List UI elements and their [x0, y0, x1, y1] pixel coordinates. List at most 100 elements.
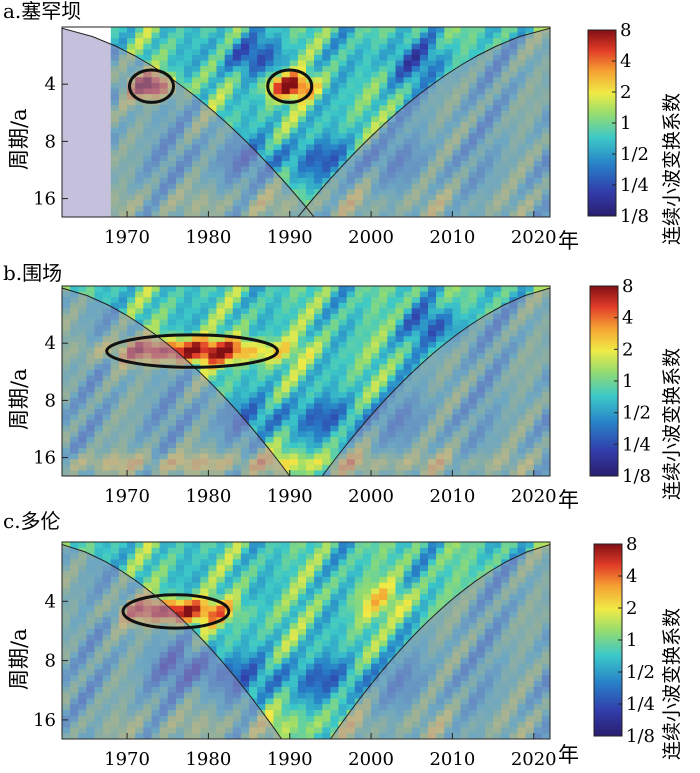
power-cell — [192, 38, 201, 44]
power-cell — [298, 675, 307, 681]
power-cell — [111, 548, 120, 554]
power-cell — [452, 297, 461, 303]
colorbar-tick-label: 1/2 — [622, 403, 651, 424]
power-cell — [127, 292, 136, 298]
power-cell — [241, 66, 250, 72]
power-cell — [282, 55, 291, 61]
power-cell — [330, 33, 339, 39]
power-cell — [461, 308, 470, 314]
power-cell — [143, 308, 152, 314]
power-cell — [404, 27, 413, 33]
power-cell — [371, 77, 380, 83]
power-cell — [290, 144, 299, 150]
power-cell — [363, 320, 372, 326]
power-cell — [184, 612, 193, 618]
power-cell — [241, 646, 250, 652]
power-cell — [225, 392, 234, 398]
power-cell — [322, 342, 331, 348]
power-cell — [371, 105, 380, 111]
power-cell — [225, 27, 234, 33]
power-cell — [168, 303, 177, 309]
power-cell — [274, 409, 283, 415]
power-cell — [249, 559, 258, 565]
power-cell — [306, 139, 315, 145]
power-cell — [127, 559, 136, 565]
power-cell — [274, 571, 283, 577]
power-cell — [379, 359, 388, 365]
power-cell — [274, 44, 283, 50]
power-cell — [217, 641, 226, 647]
power-cell — [363, 398, 372, 404]
power-cell — [249, 646, 258, 652]
power-cell — [119, 292, 128, 298]
power-cell — [143, 565, 152, 571]
power-cell — [298, 617, 307, 623]
power-cell — [217, 100, 226, 106]
power-cell — [168, 61, 177, 67]
power-cell — [135, 292, 144, 298]
power-cell — [298, 646, 307, 652]
power-cell — [298, 336, 307, 342]
power-cell — [314, 320, 323, 326]
power-cell — [168, 38, 177, 44]
power-cell — [330, 72, 339, 78]
power-cell — [371, 353, 380, 359]
power-cell — [290, 675, 299, 681]
power-cell — [379, 49, 388, 55]
power-cell — [461, 314, 470, 320]
power-cell — [314, 111, 323, 117]
power-cell — [347, 77, 356, 83]
power-cell — [412, 353, 421, 359]
power-cell — [306, 370, 315, 376]
power-cell — [339, 431, 348, 437]
power-cell — [208, 571, 217, 577]
power-cell — [282, 542, 291, 548]
power-cell — [160, 292, 169, 298]
power-cell — [241, 409, 250, 415]
power-cell — [290, 565, 299, 571]
power-cell — [127, 27, 136, 33]
power-cell — [428, 314, 437, 320]
power-cell — [152, 554, 161, 560]
power-cell — [233, 664, 242, 670]
power-cell — [192, 49, 201, 55]
power-cell — [225, 303, 234, 309]
power-cell — [152, 303, 161, 309]
power-cell — [160, 27, 169, 33]
power-cell — [290, 704, 299, 710]
power-cell — [208, 83, 217, 89]
power-cell — [290, 303, 299, 309]
power-cell — [428, 292, 437, 298]
power-cell — [257, 409, 266, 415]
power-cell — [225, 359, 234, 365]
power-cell — [290, 55, 299, 61]
power-cell — [265, 431, 274, 437]
power-cell — [404, 61, 413, 67]
power-cell — [225, 116, 234, 122]
power-cell — [176, 542, 185, 548]
power-cell — [217, 629, 226, 635]
power-cell — [152, 27, 161, 33]
power-cell — [290, 111, 299, 117]
power-cell — [208, 320, 217, 326]
power-cell — [355, 66, 364, 72]
power-cell — [330, 308, 339, 314]
power-cell — [420, 308, 429, 314]
power-cell — [127, 286, 136, 292]
power-cell — [241, 297, 250, 303]
power-cell — [233, 314, 242, 320]
power-cell — [290, 392, 299, 398]
power-cell — [339, 139, 348, 145]
power-cell — [412, 55, 421, 61]
power-cell — [225, 55, 234, 61]
power-cell — [396, 61, 405, 67]
power-cell — [371, 331, 380, 337]
power-cell — [168, 325, 177, 331]
power-cell — [265, 571, 274, 577]
power-cell — [412, 77, 421, 83]
power-cell — [330, 443, 339, 449]
power-cell — [184, 292, 193, 298]
power-cell — [314, 443, 323, 449]
power-cell — [339, 122, 348, 128]
x-tick-label: 1970 — [104, 227, 150, 248]
